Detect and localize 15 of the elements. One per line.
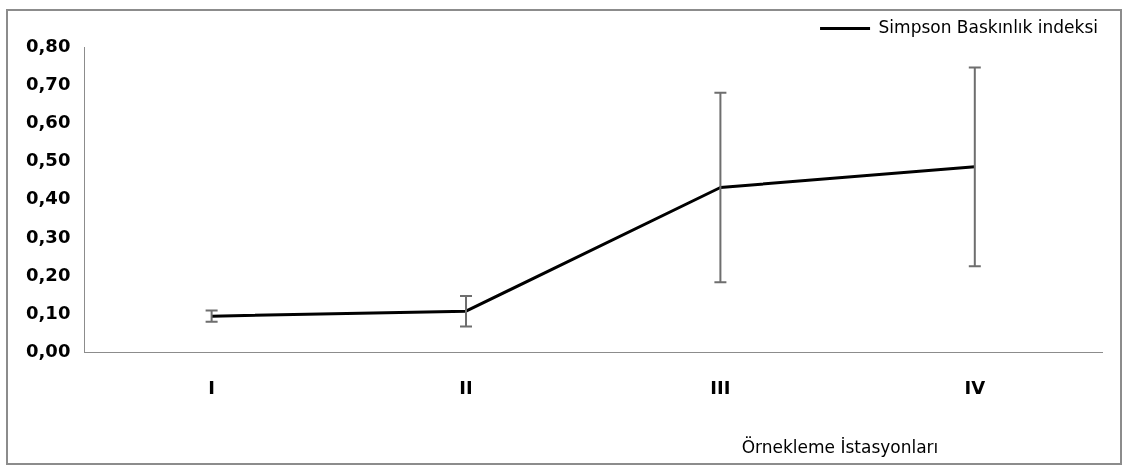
y-tick-label: 0,30 [25,225,71,247]
y-tick-label: 0,00 [25,340,71,362]
y-tick-label: 0,70 [25,72,71,94]
x-axis-title: Örnekleme İstasyonları [740,437,940,457]
y-tick-label: 0,20 [25,263,71,285]
y-tick-label: 0,10 [25,301,71,323]
x-tick-label: III [710,376,731,398]
x-tick-label: II [459,376,473,398]
y-tick-label: 0,80 [25,34,71,56]
x-tick-label: I [208,376,215,398]
y-tick-label: 0,60 [25,111,71,133]
y-tick-label: 0,50 [25,149,71,171]
legend-label: Simpson Baskınlık indeksi [878,16,1099,37]
y-tick-label: 0,40 [25,187,71,209]
x-tick-label: IV [964,376,986,398]
